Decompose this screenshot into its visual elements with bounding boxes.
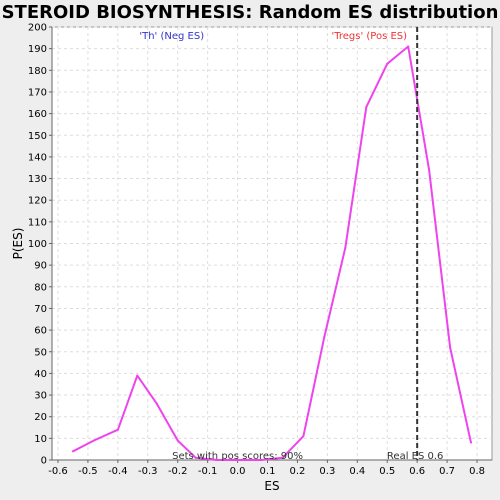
y-tick-label: 0	[41, 456, 47, 467]
x-tick-label: -0.6	[48, 466, 68, 477]
x-tick-label: 0.0	[230, 466, 246, 477]
y-axis-label: P(ES)	[11, 228, 25, 260]
x-tick-label: -0.5	[78, 466, 98, 477]
x-tick-label: 0.6	[409, 466, 425, 477]
y-tick-label: 30	[34, 391, 47, 402]
y-tick-label: 50	[34, 347, 47, 358]
x-tick-label: -0.2	[168, 466, 188, 477]
x-tick-label: 0.2	[289, 466, 305, 477]
y-tick-label: 140	[28, 152, 47, 163]
data-point	[407, 45, 409, 47]
y-tick-label: 80	[34, 282, 47, 293]
x-tick-label: 0.7	[439, 466, 455, 477]
x-tick-label: 0.8	[469, 466, 485, 477]
x-tick-label: 0.4	[349, 466, 365, 477]
data-point	[177, 440, 179, 442]
y-tick-label: 150	[28, 131, 47, 142]
data-point	[93, 440, 95, 442]
y-tick-label: 60	[34, 326, 47, 337]
y-tick-label: 120	[28, 196, 47, 207]
data-point	[302, 435, 304, 437]
data-point	[156, 403, 158, 405]
x-tick-label: 0.3	[319, 466, 335, 477]
x-axis-label: ES	[264, 479, 279, 493]
y-tick-label: 40	[34, 369, 47, 380]
chart-title: STEROID BIOSYNTHESIS: Random ES distribu…	[2, 2, 499, 23]
data-point	[386, 63, 388, 65]
y-tick-label: 170	[28, 87, 47, 98]
y-tick-label: 100	[28, 239, 47, 250]
data-point	[470, 442, 472, 444]
data-point	[428, 169, 430, 171]
data-point	[117, 429, 119, 431]
data-point	[449, 346, 451, 348]
y-tick-label: 200	[28, 23, 47, 34]
data-point	[344, 247, 346, 249]
data-point	[323, 336, 325, 338]
y-tick-label: 180	[28, 66, 47, 77]
neg-es-label: 'Th' (Neg ES)	[139, 31, 204, 42]
data-point	[72, 450, 74, 452]
x-tick-label: -0.4	[108, 466, 128, 477]
x-tick-label: 0.1	[260, 466, 276, 477]
pos-scores-label: Sets with pos scores: 90%	[172, 451, 303, 462]
x-tick-label: -0.3	[138, 466, 158, 477]
pos-es-label: 'Tregs' (Pos ES)	[331, 31, 407, 42]
y-tick-label: 20	[34, 412, 47, 423]
data-point	[136, 375, 138, 377]
y-tick-label: 190	[28, 44, 47, 55]
y-tick-label: 130	[28, 174, 47, 185]
real-es-label: Real ES 0.6	[387, 451, 443, 462]
data-point	[365, 106, 367, 108]
y-tick-label: 90	[34, 261, 47, 272]
y-tick-label: 10	[34, 434, 47, 445]
y-tick-label: 160	[28, 109, 47, 120]
x-tick-label: 0.5	[379, 466, 395, 477]
y-tick-label: 70	[34, 304, 47, 315]
x-tick-label: -0.1	[198, 466, 218, 477]
y-tick-label: 110	[28, 217, 47, 228]
